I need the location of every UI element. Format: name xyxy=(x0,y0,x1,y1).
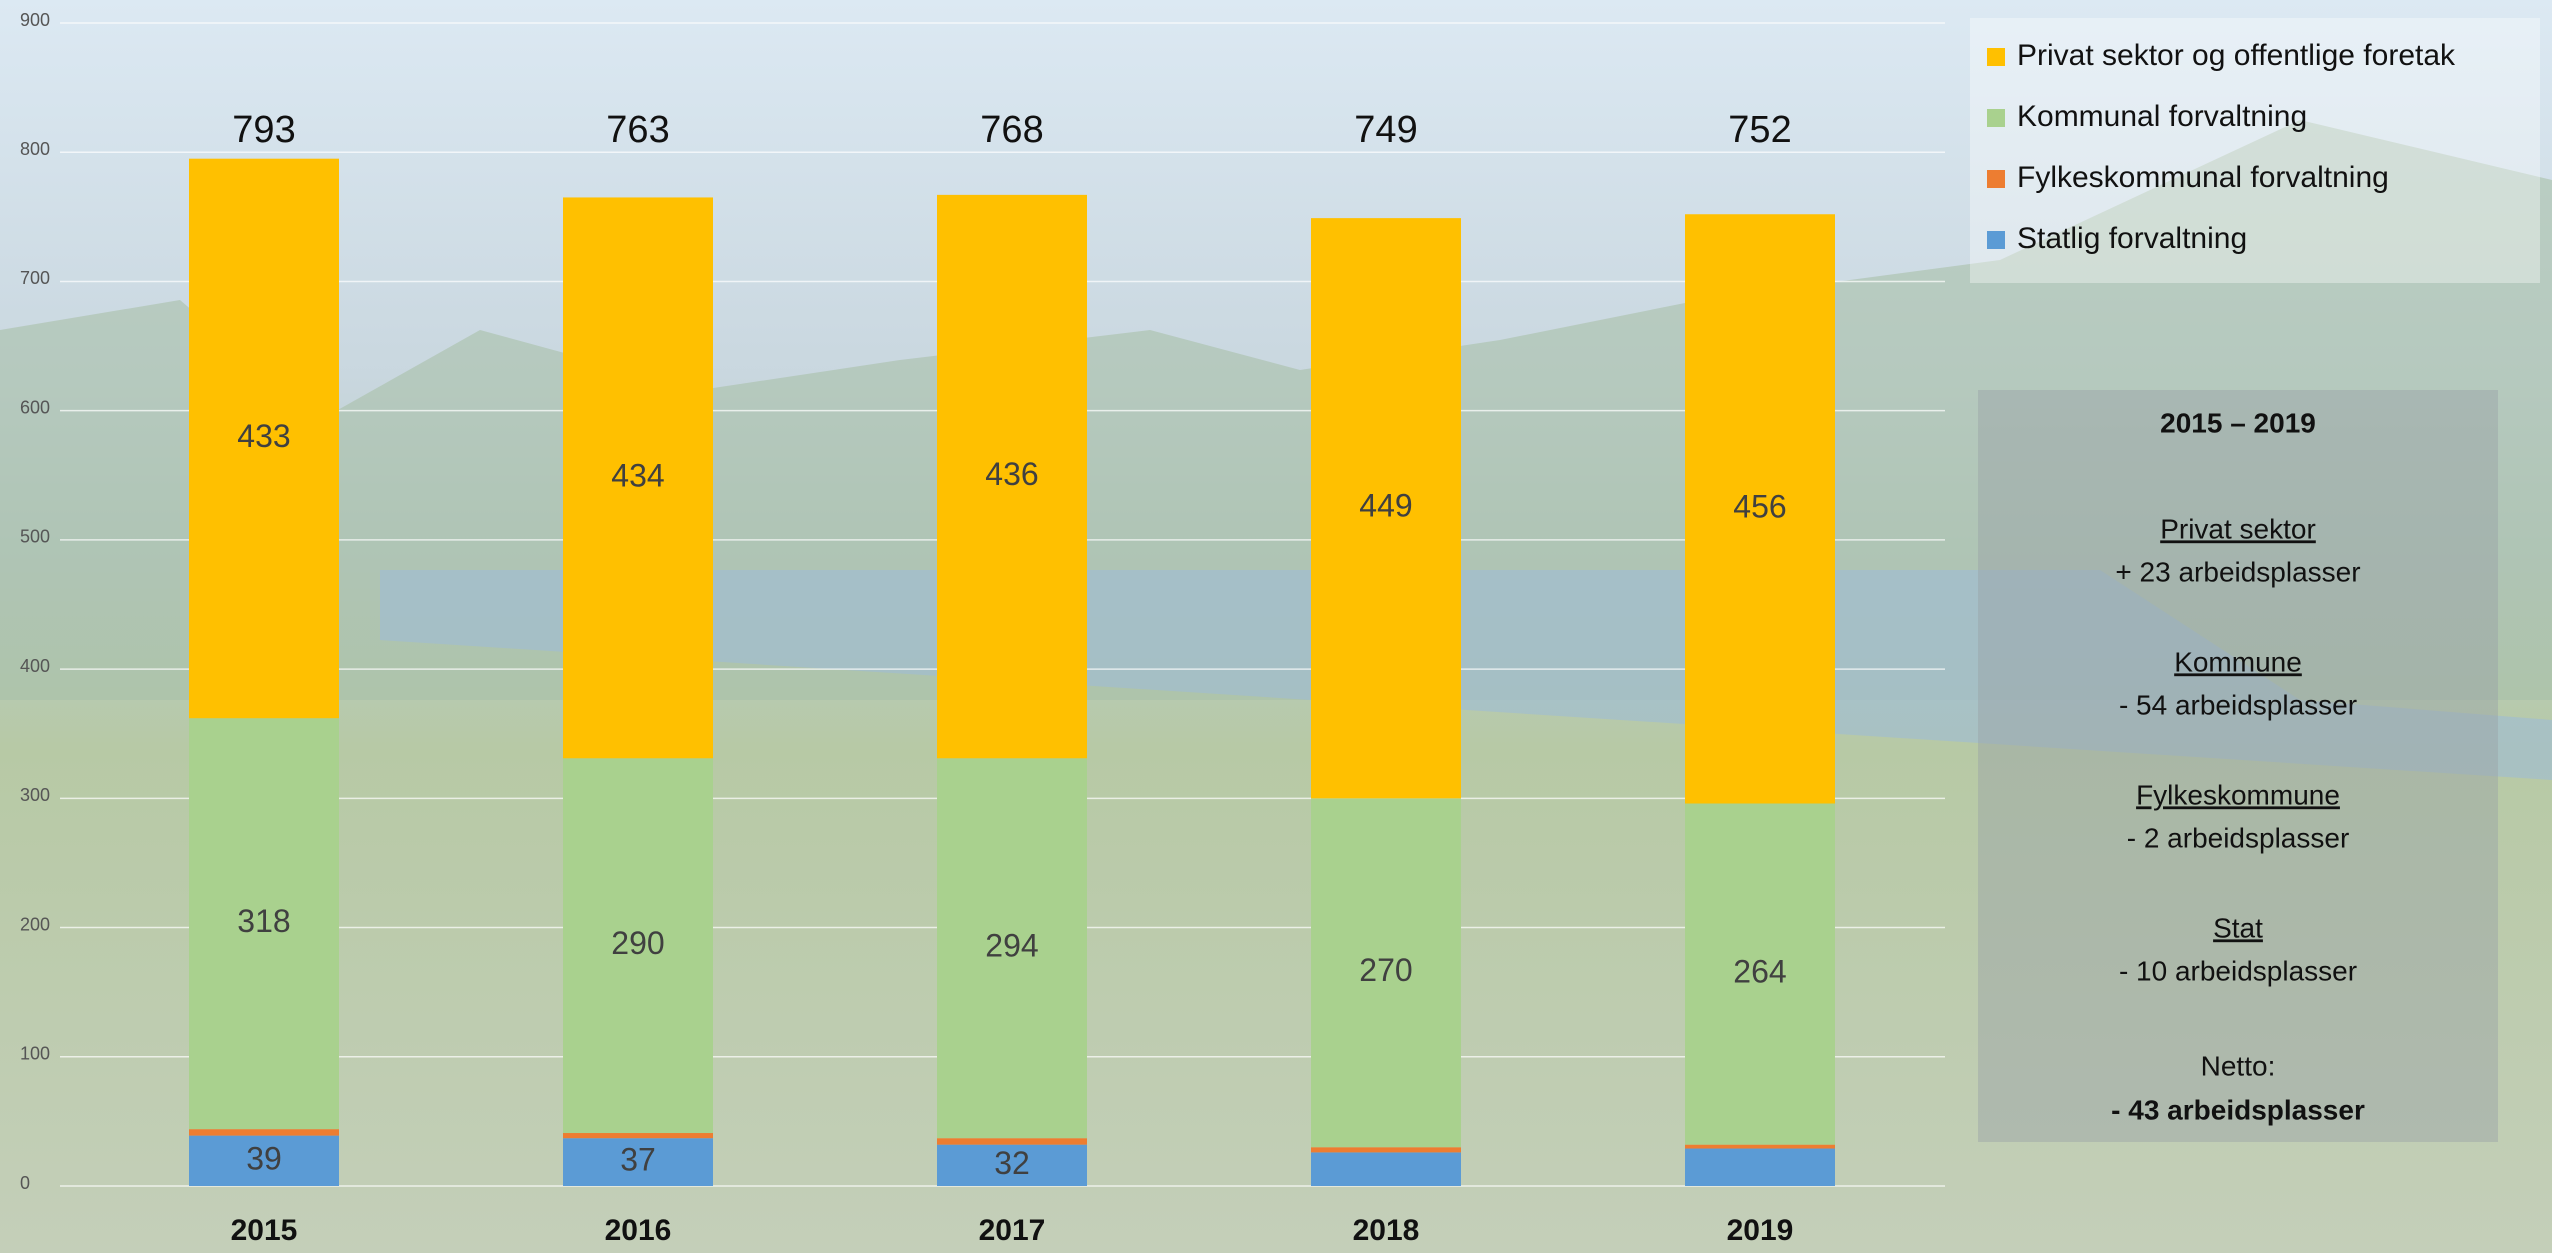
legend-label: Privat sektor og offentlige foretak xyxy=(2017,39,2456,72)
summary-heading: Privat sektor xyxy=(2160,513,2316,544)
bar-segment xyxy=(1311,1152,1461,1186)
total-label: 752 xyxy=(1728,109,1791,151)
legend-swatch xyxy=(1987,170,2005,188)
x-tick-label: 2017 xyxy=(979,1214,1046,1247)
summary-text: - 54 arbeidsplasser xyxy=(2119,689,2357,720)
bars: 3953184337932015374290434763201632529443… xyxy=(189,109,1835,1247)
total-label: 768 xyxy=(980,109,1043,151)
x-tick-label: 2015 xyxy=(231,1214,298,1247)
summary-title: 2015 – 2019 xyxy=(2160,407,2316,438)
summary-net-text: - 43 arbeidsplasser xyxy=(2111,1094,2365,1125)
segment-label: 449 xyxy=(1359,488,1412,524)
y-tick-label: 700 xyxy=(20,268,50,288)
segment-label: 264 xyxy=(1733,954,1786,990)
bar-segment xyxy=(937,758,1087,1139)
y-tick-label: 400 xyxy=(20,656,50,676)
legend: Statlig forvaltning Fylkeskommunal forval… xyxy=(1987,39,2456,255)
y-tick-label: 200 xyxy=(20,914,50,934)
y-tick-label: 600 xyxy=(20,397,50,417)
water xyxy=(380,570,2552,780)
y-tick-label: 0 xyxy=(20,1173,30,1193)
summary-text: - 2 arbeidsplasser xyxy=(2127,822,2350,853)
bar-segment xyxy=(1685,1144,1835,1149)
total-label: 749 xyxy=(1354,109,1417,151)
bar-segment xyxy=(189,1129,339,1136)
bar-segment xyxy=(189,718,339,1130)
legend-label: Fylkeskommunal forvaltning xyxy=(2017,161,2389,194)
bar-segment xyxy=(563,197,713,759)
y-tick-label: 800 xyxy=(20,139,50,159)
segment-label: 32 xyxy=(994,1145,1030,1181)
segment-label: 294 xyxy=(985,928,1038,964)
bar-segment xyxy=(189,158,339,719)
segment-label: 433 xyxy=(237,418,290,454)
y-tick-label: 300 xyxy=(20,785,50,805)
bar-segment xyxy=(1685,803,1835,1145)
legend-label: Statlig forvaltning xyxy=(2017,222,2247,255)
total-label: 793 xyxy=(232,109,295,151)
bar-segment xyxy=(937,194,1087,759)
legend-box xyxy=(1970,18,2540,283)
summary-text: + 23 arbeidsplasser xyxy=(2115,556,2360,587)
summary-net-heading: Netto: xyxy=(2201,1050,2276,1081)
bar-segment xyxy=(1685,1148,1835,1186)
legend-label: Kommunal forvaltning xyxy=(2017,100,2307,133)
bar-segment xyxy=(937,1138,1087,1145)
bar-segment xyxy=(563,758,713,1134)
legend-swatch xyxy=(1987,231,2005,249)
segment-label: 290 xyxy=(611,925,664,961)
summary-heading: Fylkeskommune xyxy=(2136,779,2340,810)
summary-box xyxy=(1978,390,2498,1142)
y-tick-label: 500 xyxy=(20,527,50,547)
y-tick-label: 900 xyxy=(20,10,50,30)
segment-label: 270 xyxy=(1359,952,1412,988)
segment-label: 456 xyxy=(1733,488,1786,524)
bar-segment xyxy=(1685,214,1835,804)
total-label: 763 xyxy=(606,109,669,151)
bar-segment xyxy=(563,1133,713,1139)
bar-segment xyxy=(1311,218,1461,799)
bar-segment xyxy=(1311,1147,1461,1153)
legend-swatch xyxy=(1987,48,2005,66)
summary-heading: Kommune xyxy=(2174,646,2302,677)
segment-label: 39 xyxy=(246,1140,282,1176)
summary-text: - 10 arbeidsplasser xyxy=(2119,955,2357,986)
legend-swatch xyxy=(1987,109,2005,127)
summary-heading: Stat xyxy=(2213,912,2263,943)
x-tick-label: 2019 xyxy=(1727,1214,1794,1247)
segment-label: 37 xyxy=(620,1142,656,1178)
summary: 2015 – 2019 Privat sektor + 23 arbeidspla… xyxy=(2111,407,2365,1125)
segment-label: 318 xyxy=(237,903,290,939)
bar-segment xyxy=(563,1138,713,1186)
bar-segment xyxy=(1311,798,1461,1148)
segment-label: 434 xyxy=(611,457,664,493)
y-tick-label: 100 xyxy=(20,1044,50,1064)
bar-segment xyxy=(189,1135,339,1186)
x-tick-label: 2018 xyxy=(1353,1214,1420,1247)
bar-segment xyxy=(937,1144,1087,1186)
x-tick-label: 2016 xyxy=(605,1214,672,1247)
segment-label: 436 xyxy=(985,456,1038,492)
